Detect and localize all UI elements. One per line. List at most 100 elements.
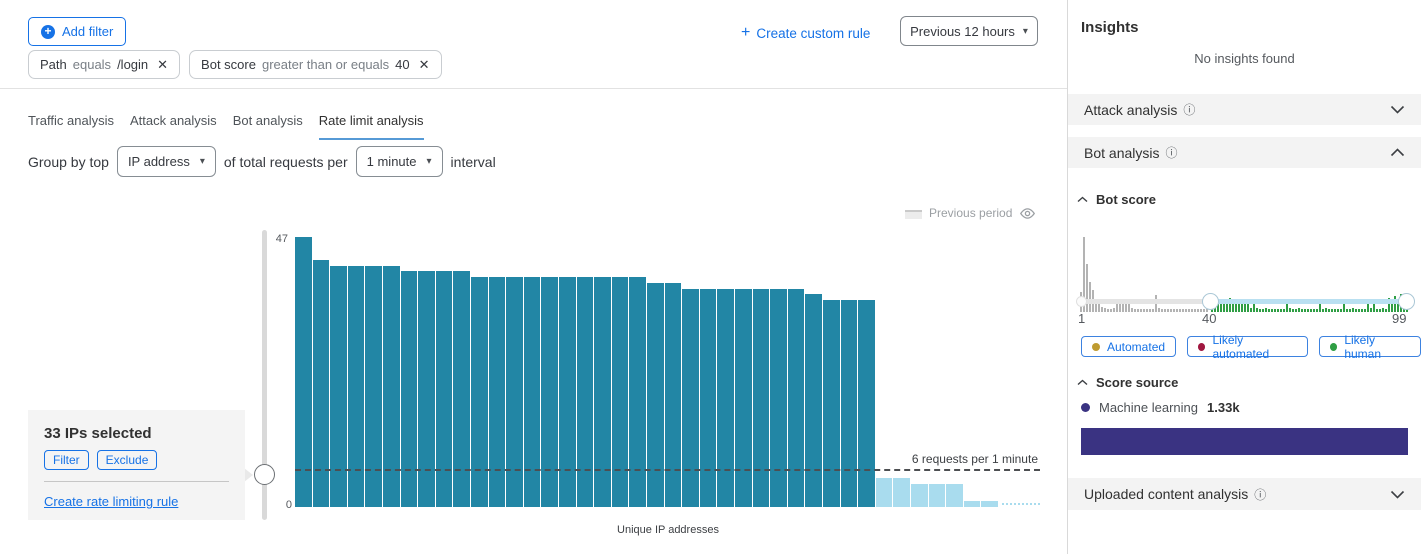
histogram-bar [1229, 298, 1231, 312]
histogram-bar [1241, 301, 1243, 312]
chart-bar[interactable] [735, 288, 752, 507]
chart-bar[interactable] [418, 271, 435, 507]
histogram-bar [1331, 309, 1333, 312]
chart-bar[interactable] [488, 277, 506, 507]
histogram-bar [1167, 309, 1169, 312]
score-slider-handle-from[interactable] [1202, 293, 1219, 310]
threshold-slider-track[interactable] [262, 230, 267, 520]
section-uploaded-content-analysis[interactable]: Uploaded content analysis ⓘ [1068, 478, 1421, 510]
chart-bar[interactable] [576, 277, 594, 507]
bot-score-legend: Automated Likely automated Likely human [1081, 333, 1421, 361]
histogram-bar [1250, 308, 1252, 312]
chevron-down-icon: ▾ [426, 156, 432, 167]
histogram-bar [1361, 309, 1363, 312]
time-range-dropdown[interactable]: Previous 12 hours ▾ [900, 16, 1038, 46]
eye-icon[interactable] [1019, 207, 1036, 220]
interval-select[interactable]: 1 minute ▾ [355, 146, 443, 177]
histogram-bar [1280, 309, 1282, 312]
score-slider-selected-range[interactable] [1212, 299, 1408, 304]
chart-bar[interactable] [893, 478, 910, 507]
score-source-header[interactable]: Score source [1077, 375, 1178, 390]
chart-bar[interactable] [875, 478, 893, 507]
chart-bar[interactable] [752, 288, 770, 507]
chart-bar[interactable] [312, 259, 330, 507]
chart-bar[interactable] [629, 277, 646, 507]
chevron-down-icon [1390, 490, 1405, 499]
chart-bar[interactable] [471, 277, 488, 507]
chart-bar[interactable] [647, 282, 664, 507]
chart-bar[interactable] [453, 271, 470, 507]
chart-bar[interactable] [717, 288, 734, 507]
filter-chip-bot-score[interactable]: Bot score greater than or equals 40 ✕ [189, 50, 442, 79]
chart-bar[interactable] [365, 265, 382, 507]
legend-likely-automated[interactable]: Likely automated [1187, 333, 1308, 361]
chart-bar[interactable] [295, 237, 312, 507]
chart-bar[interactable] [963, 501, 981, 507]
score-slider-min-cap [1076, 296, 1087, 307]
section-attack-analysis[interactable]: Attack analysis ⓘ [1068, 94, 1421, 125]
histogram-bar [1152, 309, 1154, 312]
dimension-select[interactable]: IP address ▾ [116, 146, 216, 177]
info-icon: ⓘ [1254, 487, 1267, 502]
chart-bar[interactable] [435, 271, 453, 507]
bot-score-header[interactable]: Bot score [1077, 192, 1156, 207]
group-by-suffix: interval [450, 153, 496, 170]
chart-bar[interactable] [383, 265, 400, 507]
chart-bar[interactable] [400, 271, 418, 507]
chevron-down-icon: ▾ [1022, 25, 1028, 37]
chart-bar[interactable] [981, 501, 998, 507]
chart-bar[interactable] [699, 288, 717, 507]
histogram-bar [1110, 309, 1112, 312]
score-slider-handle-to[interactable] [1398, 293, 1415, 310]
y-axis-tick-max: 47 [275, 233, 288, 245]
close-icon[interactable]: ✕ [157, 56, 169, 72]
score-source-bar[interactable] [1081, 428, 1408, 455]
create-custom-rule-link[interactable]: + Create custom rule [741, 24, 870, 42]
chart-bar[interactable] [858, 300, 875, 507]
add-filter-button[interactable]: + Add filter [28, 17, 127, 46]
histogram-bar [1143, 309, 1145, 312]
chart-bar[interactable] [911, 484, 928, 507]
filter-button[interactable]: Filter [44, 450, 89, 470]
section-bot-analysis[interactable]: Bot analysis ⓘ [1068, 137, 1421, 168]
filter-chip-path[interactable]: Path equals /login ✕ [28, 50, 181, 79]
histogram-bar [1089, 282, 1091, 312]
chevron-up-icon [1077, 196, 1088, 203]
bot-score-title: Bot score [1096, 192, 1156, 207]
histogram-bar [1158, 308, 1160, 312]
legend-automated[interactable]: Automated [1081, 336, 1177, 357]
group-by-prefix: Group by top [28, 153, 109, 170]
chart-bar[interactable] [928, 484, 946, 507]
close-icon[interactable]: ✕ [418, 56, 430, 72]
threshold-slider-handle[interactable] [254, 464, 275, 485]
threshold-line [295, 469, 1040, 471]
chart-bar[interactable] [594, 277, 611, 507]
histogram-bar [1304, 309, 1306, 312]
tab-traffic-analysis[interactable]: Traffic analysis [28, 113, 114, 128]
score-slider-track-left[interactable] [1080, 299, 1212, 304]
chart-bar[interactable] [523, 277, 541, 507]
chart-bar[interactable] [840, 300, 858, 507]
chart-bar[interactable] [506, 277, 523, 507]
tab-bot-analysis[interactable]: Bot analysis [232, 113, 303, 128]
chart-bar[interactable] [787, 288, 805, 507]
legend-likely-human[interactable]: Likely human [1318, 333, 1421, 361]
tab-attack-analysis[interactable]: Attack analysis [129, 113, 217, 128]
chart-bar[interactable] [664, 282, 682, 507]
chart-bar[interactable] [330, 265, 347, 507]
chart-bar[interactable] [559, 277, 576, 507]
chart-bar[interactable] [347, 265, 365, 507]
y-axis-tick-zero: 0 [285, 499, 292, 511]
create-rate-limiting-rule-link[interactable]: Create rate limiting rule [44, 494, 179, 509]
histogram-bar [1247, 302, 1249, 312]
chart-bar[interactable] [611, 277, 629, 507]
tab-rate-limit-analysis[interactable]: Rate limit analysis [318, 113, 424, 140]
exclude-button[interactable]: Exclude [96, 450, 158, 470]
chart-bar[interactable] [946, 484, 963, 507]
chart-bar[interactable] [682, 288, 699, 507]
section-label: Uploaded content analysis [1084, 486, 1249, 502]
chart-bar[interactable] [770, 288, 787, 507]
chart-bar[interactable] [805, 294, 822, 507]
chart-bar[interactable] [823, 300, 840, 507]
chart-bar[interactable] [541, 277, 558, 507]
